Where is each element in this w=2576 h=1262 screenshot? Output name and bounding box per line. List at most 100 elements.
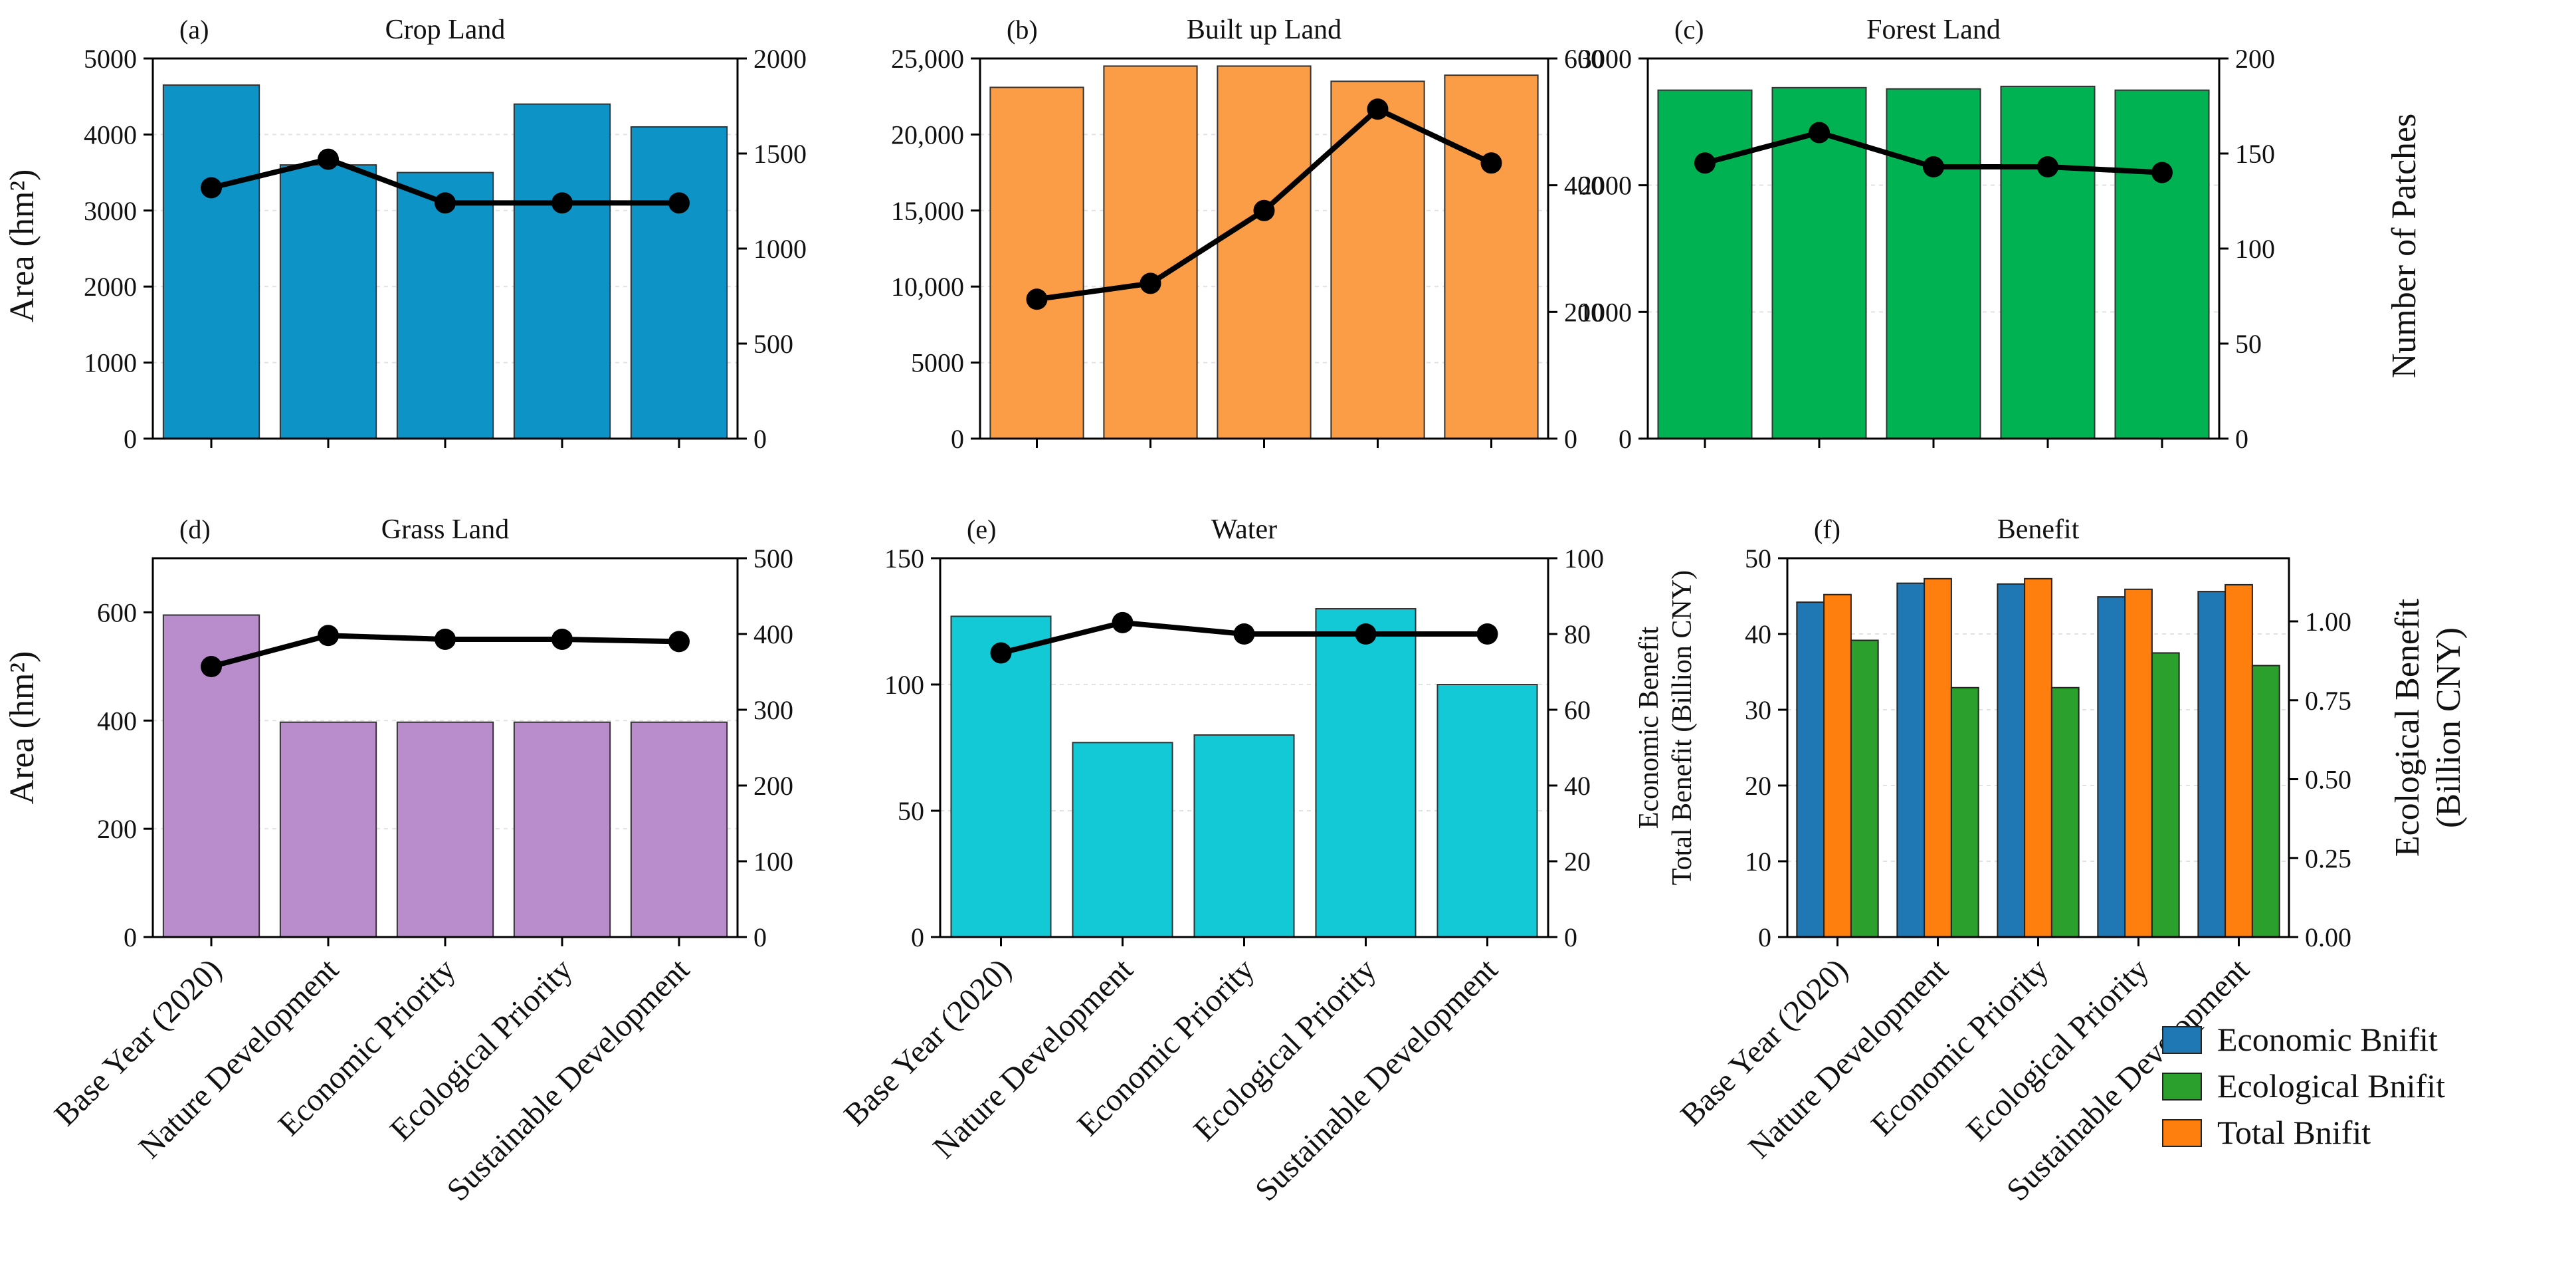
ytick-left-label: 1000 (84, 348, 137, 378)
patch-point-b-2 (1253, 199, 1275, 221)
ytick-left-label: 2000 (1579, 171, 1632, 201)
legend-label-0: Economic Bnifit (2217, 1021, 2438, 1058)
bar-b-0 (989, 86, 1084, 440)
ytick-left-label: 0 (124, 424, 137, 454)
ytick-right-label: 1.00 (2305, 607, 2351, 637)
bar-f-total-bnifit-0 (1823, 593, 1852, 938)
bar-e-0 (950, 615, 1052, 938)
panel-built-up-land: 0 5000 10,000 15,000 20,000 25,000 0 200 400 600 (… (891, 15, 1604, 454)
patch-point-b-4 (1480, 152, 1502, 174)
ytick-right-label: 200 (1564, 297, 1604, 327)
bar-b-3 (1330, 80, 1425, 439)
legend-swatch-1 (2162, 1073, 2202, 1101)
bar-f-total-bnifit-1 (1924, 578, 1952, 938)
bar-b-2 (1217, 65, 1312, 439)
bar-f-ecological-bnifit-3 (2151, 652, 2180, 938)
bar-f-ecological-bnifit-0 (1850, 639, 1879, 938)
legend-swatch-2 (2162, 1119, 2202, 1147)
bar-f-economic-bnifit-2 (1997, 583, 2026, 938)
ytick-left-label: 200 (97, 814, 137, 844)
ytick-left-label: 400 (97, 706, 137, 736)
patch-point-c-3 (2037, 156, 2058, 178)
ytick-right-label: 200 (2235, 44, 2275, 74)
panel-forest-land: 0 1000 2000 3000 0 50 100 150 200 (c) Forest Land (1579, 15, 2275, 454)
patch-point-c-1 (1809, 122, 1830, 144)
panel-label-b: (b) (1007, 15, 1038, 45)
ytick-right-label: 0 (1564, 922, 1577, 952)
category-label: Sustainable Development (440, 952, 696, 1208)
panel-crop-land: 0 1000 2000 3000 4000 5000 0 500 1000 1500 2000 (a)… (84, 15, 807, 454)
patch-point-d-2 (435, 628, 456, 650)
panel-label-e: (e) (967, 514, 996, 544)
legend-swatch-0 (2162, 1026, 2202, 1054)
bar-e-1 (1072, 742, 1173, 938)
patch-point-c-4 (2151, 161, 2173, 183)
ytick-left-label: 10,000 (891, 272, 964, 302)
ytick-right-label: 0.75 (2305, 686, 2351, 716)
patch-point-a-1 (318, 148, 339, 170)
patch-point-b-1 (1139, 272, 1161, 294)
ytick-left-label: 4000 (84, 120, 137, 150)
panel-title-e: Water (1211, 514, 1277, 545)
ytick-right-label: 600 (1564, 44, 1604, 74)
bar-f-economic-bnifit-4 (2197, 591, 2227, 938)
patch-point-e-1 (1112, 611, 1134, 633)
category-label: Nature Development (926, 952, 1140, 1166)
ytick-right-label: 100 (753, 847, 793, 877)
bar-f-economic-bnifit-3 (2097, 596, 2126, 938)
bar-f-total-bnifit-3 (2124, 588, 2153, 938)
panel-title-d: Grass Land (381, 514, 509, 545)
panel-label-f: (f) (1814, 514, 1840, 544)
patch-point-d-3 (551, 628, 573, 650)
patch-point-a-0 (201, 177, 222, 199)
patch-point-a-3 (551, 192, 573, 214)
ytick-right-label: 100 (1564, 544, 1604, 574)
ytick-left-label: 0 (911, 922, 924, 952)
ytick-left-label: 5000 (911, 348, 964, 378)
panel-label-c: (c) (1674, 15, 1704, 45)
panel-title-c: Forest Land (1866, 15, 2001, 45)
ytick-right-label: 80 (1564, 619, 1591, 649)
panel-title-a: Crop Land (385, 15, 506, 45)
bar-a-4 (630, 126, 728, 440)
bar-b-4 (1444, 74, 1539, 439)
ytick-right-label: 40 (1564, 771, 1591, 801)
bar-d-4 (630, 721, 728, 938)
ytick-left-label: 40 (1745, 619, 1771, 649)
benefit-left-axis-title-line2: Total Benefit (Billion CNY) (1667, 570, 1698, 885)
category-label: Nature Development (132, 952, 346, 1166)
bar-a-1 (279, 164, 377, 439)
bar-c-3 (2000, 85, 2096, 440)
left-axis-title-bottom: Area (hm²) (3, 651, 41, 805)
bar-f-total-bnifit-2 (2024, 578, 2052, 938)
ytick-right-label: 0 (1564, 424, 1577, 454)
ytick-left-label: 10 (1745, 847, 1771, 877)
category-label: Economic Priority (1864, 952, 2055, 1142)
ytick-left-label: 20 (1745, 771, 1771, 801)
ytick-left-label: 3000 (1579, 44, 1632, 74)
patch-point-e-0 (990, 642, 1012, 664)
category-label: Sustainable Development (1248, 952, 1505, 1208)
ytick-right-label: 20 (1564, 847, 1591, 877)
bar-c-1 (1771, 86, 1867, 439)
bar-e-4 (1437, 684, 1538, 938)
legend: Economic Bnifit Ecological Bnifit Total Bn… (2162, 1021, 2445, 1151)
ytick-left-label: 5000 (84, 44, 137, 74)
ytick-left-label: 2000 (84, 272, 137, 302)
ytick-right-label: 50 (2235, 329, 2262, 359)
right-axis-title: Number of Patches (2385, 114, 2423, 379)
bar-e-3 (1315, 608, 1417, 938)
ytick-right-label: 1500 (753, 139, 807, 169)
bar-a-2 (396, 171, 494, 439)
ytick-left-label: 600 (97, 597, 137, 627)
ytick-right-label: 60 (1564, 695, 1591, 725)
bar-f-economic-bnifit-1 (1896, 582, 1926, 938)
ytick-right-label: 0.25 (2305, 843, 2351, 873)
patch-point-e-2 (1233, 623, 1255, 645)
ytick-right-label: 150 (2235, 139, 2275, 169)
ytick-left-label: 1000 (1579, 297, 1632, 327)
bar-c-2 (1886, 88, 1981, 439)
panel-label-a: (a) (179, 15, 209, 45)
